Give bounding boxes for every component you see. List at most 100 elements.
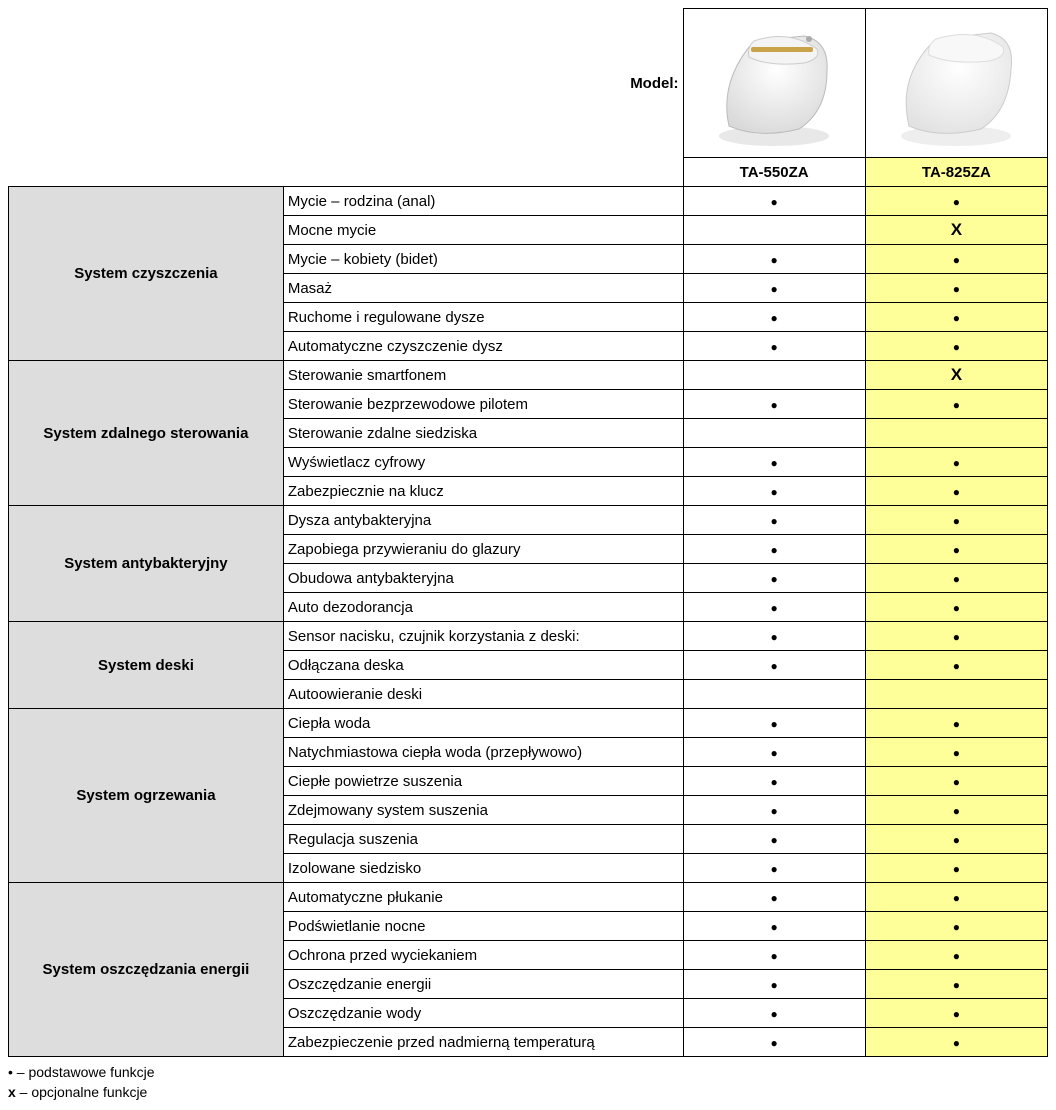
value-cell	[865, 593, 1047, 622]
dot-icon	[771, 976, 778, 993]
value-cell	[865, 941, 1047, 970]
x-icon	[951, 367, 962, 384]
feature-cell: Ruchome i regulowane dysze	[283, 303, 683, 332]
product-image-1	[683, 9, 865, 158]
table-row: System czyszczeniaMycie – rodzina (anal)	[9, 187, 1048, 216]
value-cell	[683, 419, 865, 448]
value-cell	[683, 999, 865, 1028]
dot-icon	[953, 396, 960, 413]
value-cell	[865, 738, 1047, 767]
feature-cell: Izolowane siedzisko	[283, 854, 683, 883]
dot-icon	[953, 976, 960, 993]
dot-icon	[953, 280, 960, 297]
dot-icon	[953, 541, 960, 558]
value-cell	[683, 738, 865, 767]
value-cell	[865, 622, 1047, 651]
value-cell	[683, 970, 865, 999]
value-cell	[683, 767, 865, 796]
dot-icon	[953, 309, 960, 326]
value-cell	[683, 564, 865, 593]
category-cell: System deski	[9, 622, 284, 709]
table-row: System ogrzewaniaCiepła woda	[9, 709, 1048, 738]
value-cell	[865, 506, 1047, 535]
value-cell	[865, 303, 1047, 332]
toilet-icon	[881, 11, 1031, 151]
dot-icon	[953, 889, 960, 906]
dot-icon	[953, 193, 960, 210]
feature-cell: Zabezpiecznie na klucz	[283, 477, 683, 506]
value-cell	[683, 709, 865, 738]
value-cell	[865, 332, 1047, 361]
dot-icon	[771, 599, 778, 616]
value-cell	[683, 535, 865, 564]
dot-icon	[771, 860, 778, 877]
value-cell	[683, 1028, 865, 1057]
value-cell	[683, 274, 865, 303]
value-cell	[865, 709, 1047, 738]
dot-icon	[953, 1005, 960, 1022]
dot-icon	[953, 715, 960, 732]
feature-cell: Mycie – rodzina (anal)	[283, 187, 683, 216]
value-cell	[865, 390, 1047, 419]
value-cell	[683, 245, 865, 274]
value-cell	[683, 361, 865, 390]
value-cell	[865, 535, 1047, 564]
dot-icon	[953, 338, 960, 355]
value-cell	[865, 883, 1047, 912]
dot-icon	[771, 193, 778, 210]
feature-cell: Podświetlanie nocne	[283, 912, 683, 941]
value-cell	[865, 854, 1047, 883]
dot-icon	[771, 512, 778, 529]
value-cell	[683, 477, 865, 506]
dot-icon	[771, 309, 778, 326]
dot-icon	[953, 483, 960, 500]
dot-icon	[953, 831, 960, 848]
feature-cell: Wyświetlacz cyfrowy	[283, 448, 683, 477]
table-row: System zdalnego sterowaniaSterowanie sma…	[9, 361, 1048, 390]
feature-cell: Odłączana deska	[283, 651, 683, 680]
feature-cell: Sterowanie bezprzewodowe pilotem	[283, 390, 683, 419]
dot-icon	[953, 1034, 960, 1051]
value-cell	[865, 651, 1047, 680]
feature-cell: Autoowieranie deski	[283, 680, 683, 709]
dot-icon	[953, 570, 960, 587]
legend-x: – opcjonalne funkcje	[16, 1084, 148, 1100]
value-cell	[865, 912, 1047, 941]
dot-icon	[953, 860, 960, 877]
x-icon	[951, 222, 962, 239]
feature-cell: Mycie – kobiety (bidet)	[283, 245, 683, 274]
feature-cell: Ciepłe powietrze suszenia	[283, 767, 683, 796]
feature-cell: Oszczędzanie wody	[283, 999, 683, 1028]
model-name-1: TA-550ZA	[683, 158, 865, 187]
dot-icon	[953, 628, 960, 645]
value-cell	[683, 622, 865, 651]
value-cell	[683, 825, 865, 854]
value-cell	[865, 361, 1047, 390]
dot-icon	[953, 512, 960, 529]
value-cell	[865, 999, 1047, 1028]
feature-cell: Ochrona przed wyciekaniem	[283, 941, 683, 970]
value-cell	[683, 912, 865, 941]
feature-cell: Sensor nacisku, czujnik korzystania z de…	[283, 622, 683, 651]
dot-icon	[771, 802, 778, 819]
feature-cell: Zabezpieczenie przed nadmierną temperatu…	[283, 1028, 683, 1057]
dot-icon	[771, 251, 778, 268]
value-cell	[683, 448, 865, 477]
value-cell	[865, 419, 1047, 448]
dot-icon	[771, 831, 778, 848]
dot-icon	[953, 947, 960, 964]
dot-icon	[771, 889, 778, 906]
feature-cell: Dysza antybakteryjna	[283, 506, 683, 535]
dot-icon	[771, 396, 778, 413]
dot-icon	[771, 483, 778, 500]
category-cell: System antybakteryjny	[9, 506, 284, 622]
dot-icon	[771, 744, 778, 761]
feature-cell: Regulacja suszenia	[283, 825, 683, 854]
value-cell	[683, 506, 865, 535]
feature-cell: Automatyczne czyszczenie dysz	[283, 332, 683, 361]
dot-icon	[771, 1005, 778, 1022]
toilet-icon	[699, 11, 849, 151]
dot-icon	[953, 744, 960, 761]
value-cell	[865, 796, 1047, 825]
dot-icon	[953, 802, 960, 819]
